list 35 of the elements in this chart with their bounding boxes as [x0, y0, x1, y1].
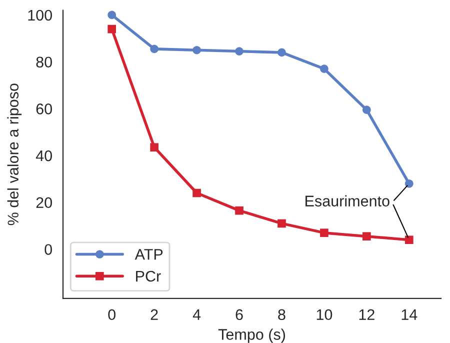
y-tick-label: 40	[36, 150, 52, 162]
x-tick-label: 14	[402, 309, 418, 320]
x-tick-label: 2	[150, 309, 158, 320]
point	[278, 48, 286, 57]
legend-label: PCr	[136, 270, 161, 282]
point	[235, 47, 244, 56]
point	[404, 236, 414, 244]
point	[192, 46, 201, 54]
point	[362, 232, 371, 240]
point	[108, 24, 116, 34]
x-tick-label: 0	[108, 309, 116, 320]
point	[150, 44, 158, 54]
point	[235, 206, 244, 215]
point	[150, 143, 158, 152]
legend-label: ATP	[134, 249, 163, 260]
x-tick-label: 8	[278, 309, 286, 320]
y-axis-title: % del valore a riposo	[7, 84, 22, 226]
point	[108, 10, 116, 20]
x-tick-label: 10	[316, 309, 332, 320]
point	[320, 228, 328, 237]
x-tick-label: 4	[192, 309, 201, 320]
annotation: Esaurimento	[306, 195, 390, 206]
x-tick-label: 6	[236, 309, 243, 320]
point	[278, 219, 286, 228]
x-tick-label: 12	[359, 309, 374, 320]
y-tick-label: 100	[28, 10, 52, 21]
y-tick-label: 60	[36, 104, 52, 114]
y-tick-label: 20	[36, 197, 52, 208]
y-tick-label: 0	[44, 244, 52, 255]
point	[192, 188, 201, 198]
point	[404, 179, 414, 188]
y-tick-label: 80	[36, 56, 52, 68]
point	[362, 106, 371, 114]
x-axis-title: Tempo (s)	[218, 328, 286, 343]
point	[320, 64, 328, 74]
